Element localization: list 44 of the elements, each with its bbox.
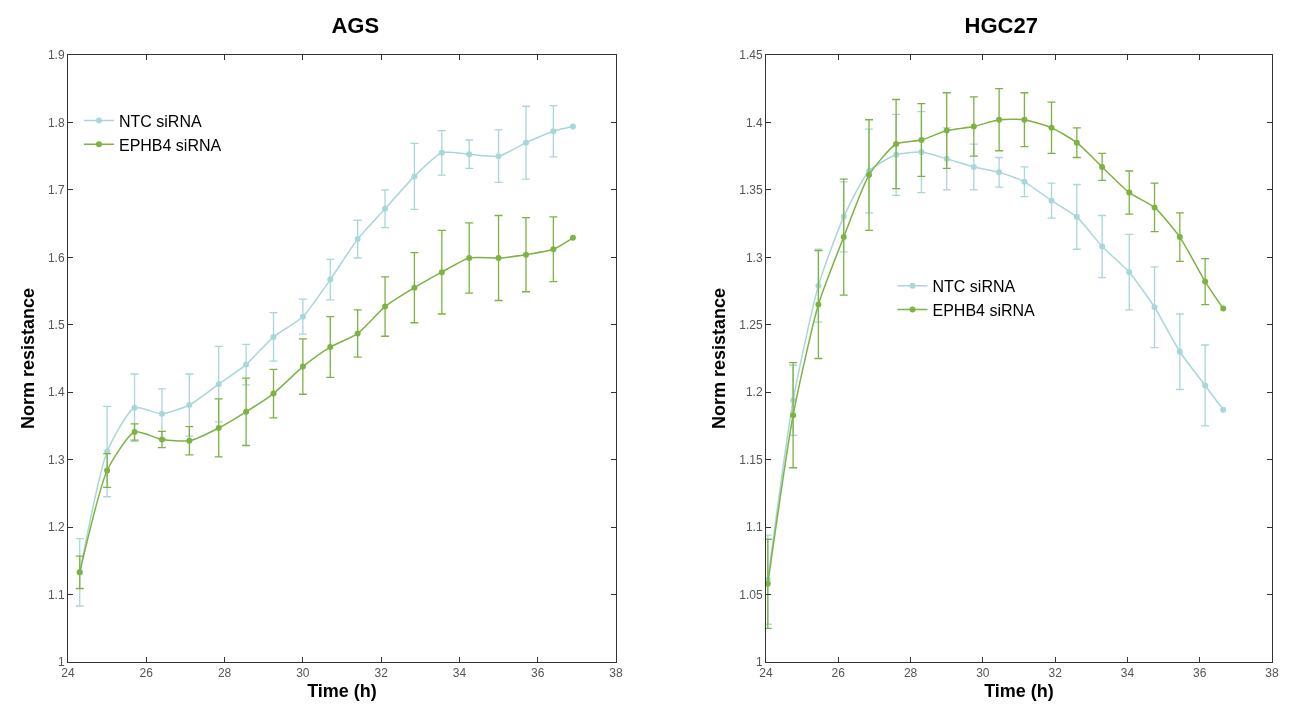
y-axis-title: Norm resistance [18, 287, 39, 430]
legend-label: NTC siRNA [932, 277, 1016, 295]
legend-label: NTC siRNA [118, 112, 202, 130]
y-tick-label: 1.8 [47, 115, 65, 130]
x-tick-label: 34 [452, 666, 467, 681]
y-tick-label: 1.7 [47, 183, 65, 198]
chart-title: HGC27 [964, 13, 1038, 39]
chart-title: AGS [331, 13, 380, 39]
y-tick-label: 1.25 [739, 317, 763, 332]
x-tick-label: 36 [531, 666, 545, 681]
y-tick-label: 1.35 [739, 183, 763, 198]
x-axis-title: Time (h) [307, 680, 377, 701]
y-tick-label: 1.2 [47, 520, 65, 535]
y-tick-label: 1.45 [739, 48, 763, 63]
x-tick-label: 36 [1193, 666, 1207, 681]
y-tick-label: 1.3 [47, 452, 65, 467]
x-axis-title: Time (h) [984, 680, 1054, 701]
y-tick-label: 1.4 [47, 385, 65, 400]
y-tick-label: 1.1 [47, 587, 65, 602]
x-tick-label: 32 [374, 666, 389, 681]
y-tick-label: 1.9 [47, 48, 65, 63]
x-tick-label: 30 [976, 666, 990, 681]
legend-label: EPHB4 siRNA [932, 301, 1036, 319]
x-tick-label: 28 [903, 666, 918, 681]
y-tick-label: 1.4 [745, 115, 763, 130]
x-tick-label: 38 [1265, 666, 1279, 681]
y-tick-label: 1.1 [745, 520, 763, 535]
y-tick-label: 1.3 [745, 250, 763, 265]
x-tick-label: 28 [217, 666, 232, 681]
x-tick-label: 38 [609, 666, 623, 681]
legend-label: EPHB4 siRNA [118, 136, 222, 154]
y-tick-label: 1.05 [739, 587, 763, 602]
y-tick-label: 1.15 [739, 452, 763, 467]
y-tick-label: 1.5 [47, 317, 65, 332]
y-tick-label: 1.6 [47, 250, 65, 265]
y-axis-title: Norm resistance [709, 287, 730, 430]
x-tick-label: 32 [1048, 666, 1063, 681]
x-tick-label: 24 [61, 666, 75, 681]
y-tick-label: 1.2 [745, 385, 763, 400]
x-tick-label: 26 [139, 666, 154, 681]
x-tick-label: 24 [759, 666, 773, 681]
x-tick-label: 30 [296, 666, 310, 681]
x-tick-label: 34 [1120, 666, 1135, 681]
x-tick-label: 26 [831, 666, 846, 681]
